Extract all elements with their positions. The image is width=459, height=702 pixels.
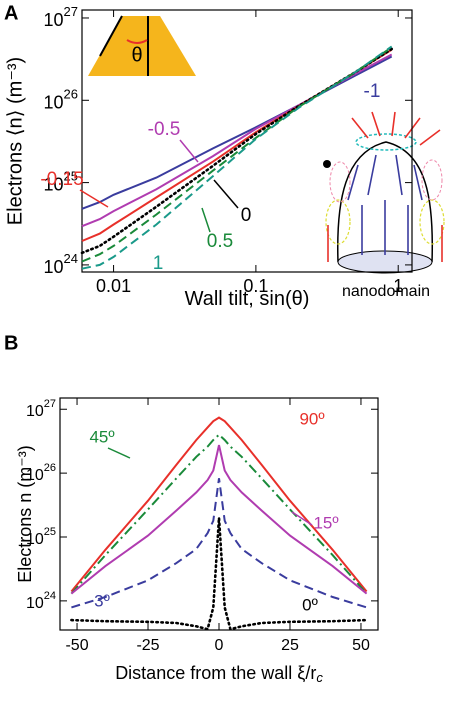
series-line xyxy=(71,478,367,609)
series-line xyxy=(81,53,393,228)
y-tick-exponent: 25 xyxy=(64,169,78,184)
y-tick-exponent: 27 xyxy=(64,4,78,19)
y-tick-base: 10 xyxy=(44,174,64,194)
x-tick-label: 25 xyxy=(281,637,299,654)
series-label: 0º xyxy=(302,595,318,614)
y-tick-label: 1024 xyxy=(26,590,56,612)
y-tick-base: 10 xyxy=(44,10,64,30)
x-axis-label-main: Wall tilt, sin(θ) xyxy=(185,288,310,310)
series-label: 3º xyxy=(94,591,110,610)
series-label: -0.5 xyxy=(148,119,181,140)
y-tick-base: 10 xyxy=(26,467,44,484)
x-tick-label: 0.01 xyxy=(96,276,131,296)
x-tick-label: 50 xyxy=(352,637,370,654)
inset-label: nanodomain xyxy=(342,283,430,300)
x-axis-label-main: Distance from the wall ξ/r xyxy=(115,663,316,683)
series-label: 1 xyxy=(153,253,164,274)
series-line xyxy=(70,416,368,593)
y-tick-exponent: 25 xyxy=(44,526,56,538)
x-tick-label: -25 xyxy=(136,637,159,654)
series-label: 45º xyxy=(89,427,114,446)
y-tick-exponent: 24 xyxy=(44,590,56,602)
y-tick-exponent: 27 xyxy=(44,398,56,410)
x-axis-label-sub: c xyxy=(316,670,323,685)
y-tick-exponent: 26 xyxy=(64,87,78,102)
series-label: 15º xyxy=(313,513,338,532)
y-tick-base: 10 xyxy=(44,257,64,277)
y-tick-base: 10 xyxy=(44,92,64,112)
y-tick-exponent: 24 xyxy=(64,251,78,266)
series-line xyxy=(81,45,393,270)
panel-label: A xyxy=(4,2,18,24)
y-tick-label: 1026 xyxy=(44,87,79,112)
series-line xyxy=(70,444,368,595)
series-label: -0.15 xyxy=(40,169,83,190)
x-tick-label: -50 xyxy=(65,637,88,654)
y-tick-label: 1025 xyxy=(44,169,79,194)
annotation-arrows xyxy=(79,139,313,526)
y-axis-label: Electrons n (m⁻³) xyxy=(15,445,35,583)
x-axis-label: Distance from the wall ξ/rc xyxy=(115,663,323,686)
series-label: 0.5 xyxy=(207,231,233,252)
wall-inset: θ xyxy=(88,15,196,76)
series-line xyxy=(70,433,368,595)
y-tick-base: 10 xyxy=(26,531,44,548)
y-tick-label: 1026 xyxy=(26,462,56,484)
y-tick-label: 1027 xyxy=(26,398,56,420)
series-line xyxy=(70,517,368,631)
inset-symbol: θ xyxy=(131,44,142,66)
series-label: -1 xyxy=(364,81,381,102)
x-tick-label: 0 xyxy=(215,637,224,654)
y-tick-base: 10 xyxy=(26,403,44,420)
y-tick-base: 10 xyxy=(26,595,44,612)
y-tick-label: 1024 xyxy=(44,251,79,276)
panel-label: B xyxy=(4,332,18,354)
y-tick-label: 1027 xyxy=(44,4,79,29)
series-label: 0 xyxy=(241,205,252,226)
nanodomain-inset: nanodomain xyxy=(323,111,445,300)
x-axis-label: Wall tilt, sin(θ) xyxy=(185,288,310,310)
x-tick-label: 1 xyxy=(393,276,403,296)
y-axis-label: Electrons ⟨n⟩ (m⁻³) xyxy=(4,57,26,225)
y-tick-exponent: 26 xyxy=(44,462,56,474)
plot-frame xyxy=(81,9,413,273)
y-tick-label: 1025 xyxy=(26,526,56,548)
x-tick-label: 0.1 xyxy=(243,276,268,296)
series-label: 90º xyxy=(299,409,324,428)
